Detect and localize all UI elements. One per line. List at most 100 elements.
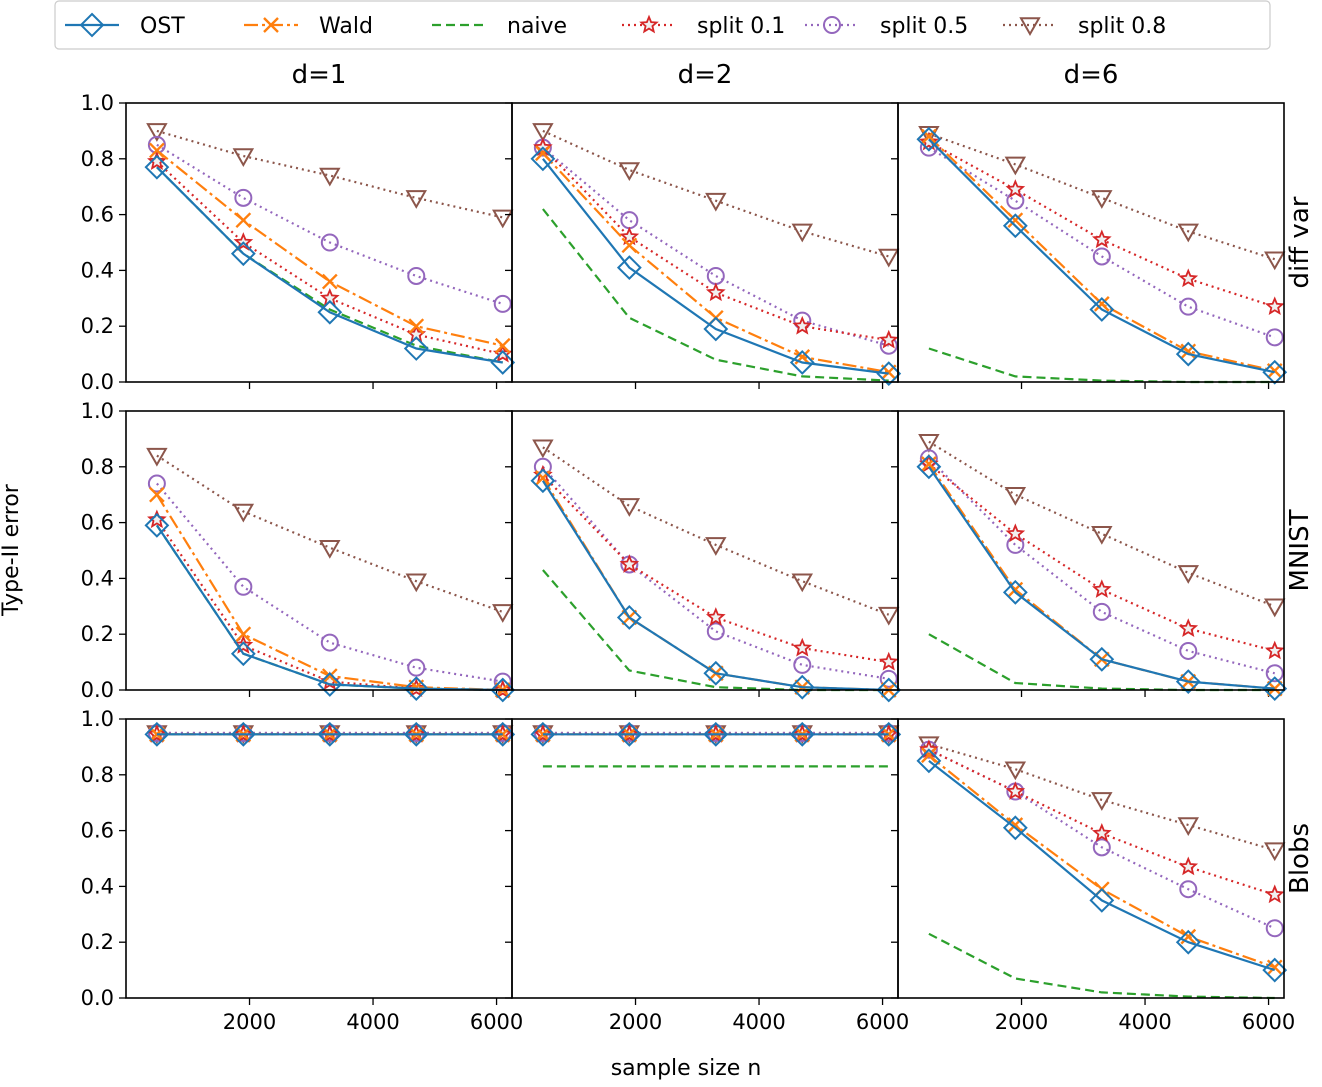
data-point-split-0-1: [1091, 823, 1112, 842]
data-point-ost: [703, 660, 729, 686]
y-tick-label: 0.2: [81, 314, 114, 338]
data-point-split-0-5: [1006, 191, 1025, 210]
data-point-split-0-5: [1179, 297, 1198, 316]
data-point-ost: [616, 255, 642, 281]
data-point-split-0-1: [1005, 179, 1026, 198]
series-line-naive: [156, 166, 503, 364]
data-point-split-0-8: [1264, 598, 1286, 618]
data-point-split-0-1: [1005, 523, 1026, 543]
x-tick-label: 6000: [1242, 1010, 1295, 1034]
x-tick-label: 2000: [223, 1010, 276, 1034]
data-point-split-0-5: [1092, 838, 1111, 857]
data-point-split-0-8: [319, 539, 341, 559]
data-point-ost: [876, 677, 902, 703]
y-tick-label: 0.8: [81, 763, 114, 787]
y-tick-label: 1.0: [81, 91, 114, 115]
data-point-split-0-8: [492, 209, 514, 229]
data-point-ost: [230, 641, 256, 667]
data-point-split-0-1: [147, 509, 167, 529]
data-point-split-0-1: [705, 282, 726, 302]
x-tick-label: 4000: [346, 1010, 399, 1034]
series-line-split-0-1: [542, 146, 889, 342]
data-point-split-0-5: [234, 188, 253, 207]
legend-entry-split-0-8: split 0.8: [1003, 14, 1166, 39]
data-point-split-0-8: [319, 167, 341, 187]
data-point-wald: [149, 726, 165, 743]
data-point-split-0-8: [1177, 817, 1199, 837]
data-point-split-0-8: [618, 162, 641, 181]
series-line-split-0-1: [928, 463, 1275, 652]
data-point-split-0-8: [1177, 565, 1199, 584]
data-point-split-0-1: [878, 329, 899, 349]
data-point-split-0-8: [1264, 842, 1286, 862]
data-point-split-0-5: [1179, 641, 1198, 660]
panel-mnist-d1: 0.0 0.2 0.4 0.6 0.8 1.0: [81, 399, 516, 703]
data-point-ost: [789, 721, 815, 747]
series-line-wald: [156, 149, 503, 347]
x-tick-label: 4000: [1118, 1010, 1171, 1034]
data-point-ost: [1002, 815, 1028, 841]
data-point-ost: [317, 299, 343, 325]
panel-frame: [511, 718, 899, 999]
data-point-split-0-5: [407, 266, 426, 285]
data-point-ost: [876, 721, 902, 747]
data-point-wald: [235, 212, 252, 229]
data-point-split-0-8: [1004, 761, 1027, 781]
y-tick-label: 0.6: [81, 203, 114, 227]
x-tick-label: 2000: [609, 1010, 662, 1034]
data-point-wald: [1180, 928, 1197, 945]
series-line-ost: [928, 760, 1276, 972]
data-point-wald: [535, 726, 551, 743]
data-point-ost: [144, 512, 170, 538]
panel-mnist-d6: [891, 410, 1288, 702]
series-layer: [144, 721, 516, 747]
data-point-ost: [1175, 341, 1201, 367]
y-tick-label: 0.2: [81, 930, 114, 954]
series-line-ost: [927, 466, 1275, 690]
data-point-ost: [403, 676, 429, 702]
legend-marker: [263, 17, 279, 33]
data-point-split-0-1: [792, 315, 813, 335]
panel-frame: [897, 718, 1285, 999]
data-point-split-0-1: [492, 343, 513, 363]
panel-frame: [511, 410, 899, 691]
series-line-split-0-5: [928, 748, 1276, 930]
y-axis-label: Type-II error: [0, 483, 24, 617]
legend-label: naive: [507, 14, 567, 39]
data-point-split-0-5: [1265, 664, 1284, 683]
data-point-split-0-8: [1177, 223, 1199, 243]
series-line-naive: [542, 569, 889, 692]
data-point-ost: [144, 154, 170, 180]
panel-diff-var-d2: [505, 102, 902, 389]
data-point-split-0-8: [405, 573, 427, 593]
x-tick-label: 4000: [732, 1010, 785, 1034]
data-point-split-0-5: [234, 577, 253, 596]
data-point-split-0-8: [1091, 190, 1113, 209]
data-point-split-0-8: [918, 433, 940, 453]
legend-entry-ost: OST: [65, 12, 185, 39]
data-point-split-0-5: [706, 622, 725, 641]
series-line-wald: [541, 477, 889, 692]
legend-marker: [639, 14, 659, 34]
legend-label: split 0.5: [880, 14, 968, 39]
data-point-wald: [408, 318, 425, 335]
series-layer: [530, 721, 902, 768]
data-point-ost: [230, 721, 256, 747]
series-line-split-0-1: [928, 748, 1276, 896]
data-point-wald: [1093, 296, 1110, 312]
data-point-wald: [149, 486, 165, 503]
data-point-ost: [916, 454, 942, 480]
data-point-wald: [235, 626, 252, 643]
data-point-ost: [1089, 297, 1115, 322]
data-point-split-0-5: [320, 233, 339, 252]
data-point-split-0-8: [1264, 251, 1286, 271]
series-line-ost: [541, 480, 889, 692]
legend: OST Wald naive split 0.1 split 0.5 split 0.8: [54, 0, 1271, 50]
data-point-ost: [530, 721, 556, 747]
data-point-split-0-1: [1178, 856, 1199, 876]
panel-frame: [897, 410, 1285, 691]
data-point-split-0-1: [1264, 296, 1285, 316]
x-axis-label: sample size n: [611, 1056, 762, 1081]
x-tick-label: 6000: [856, 1010, 909, 1034]
